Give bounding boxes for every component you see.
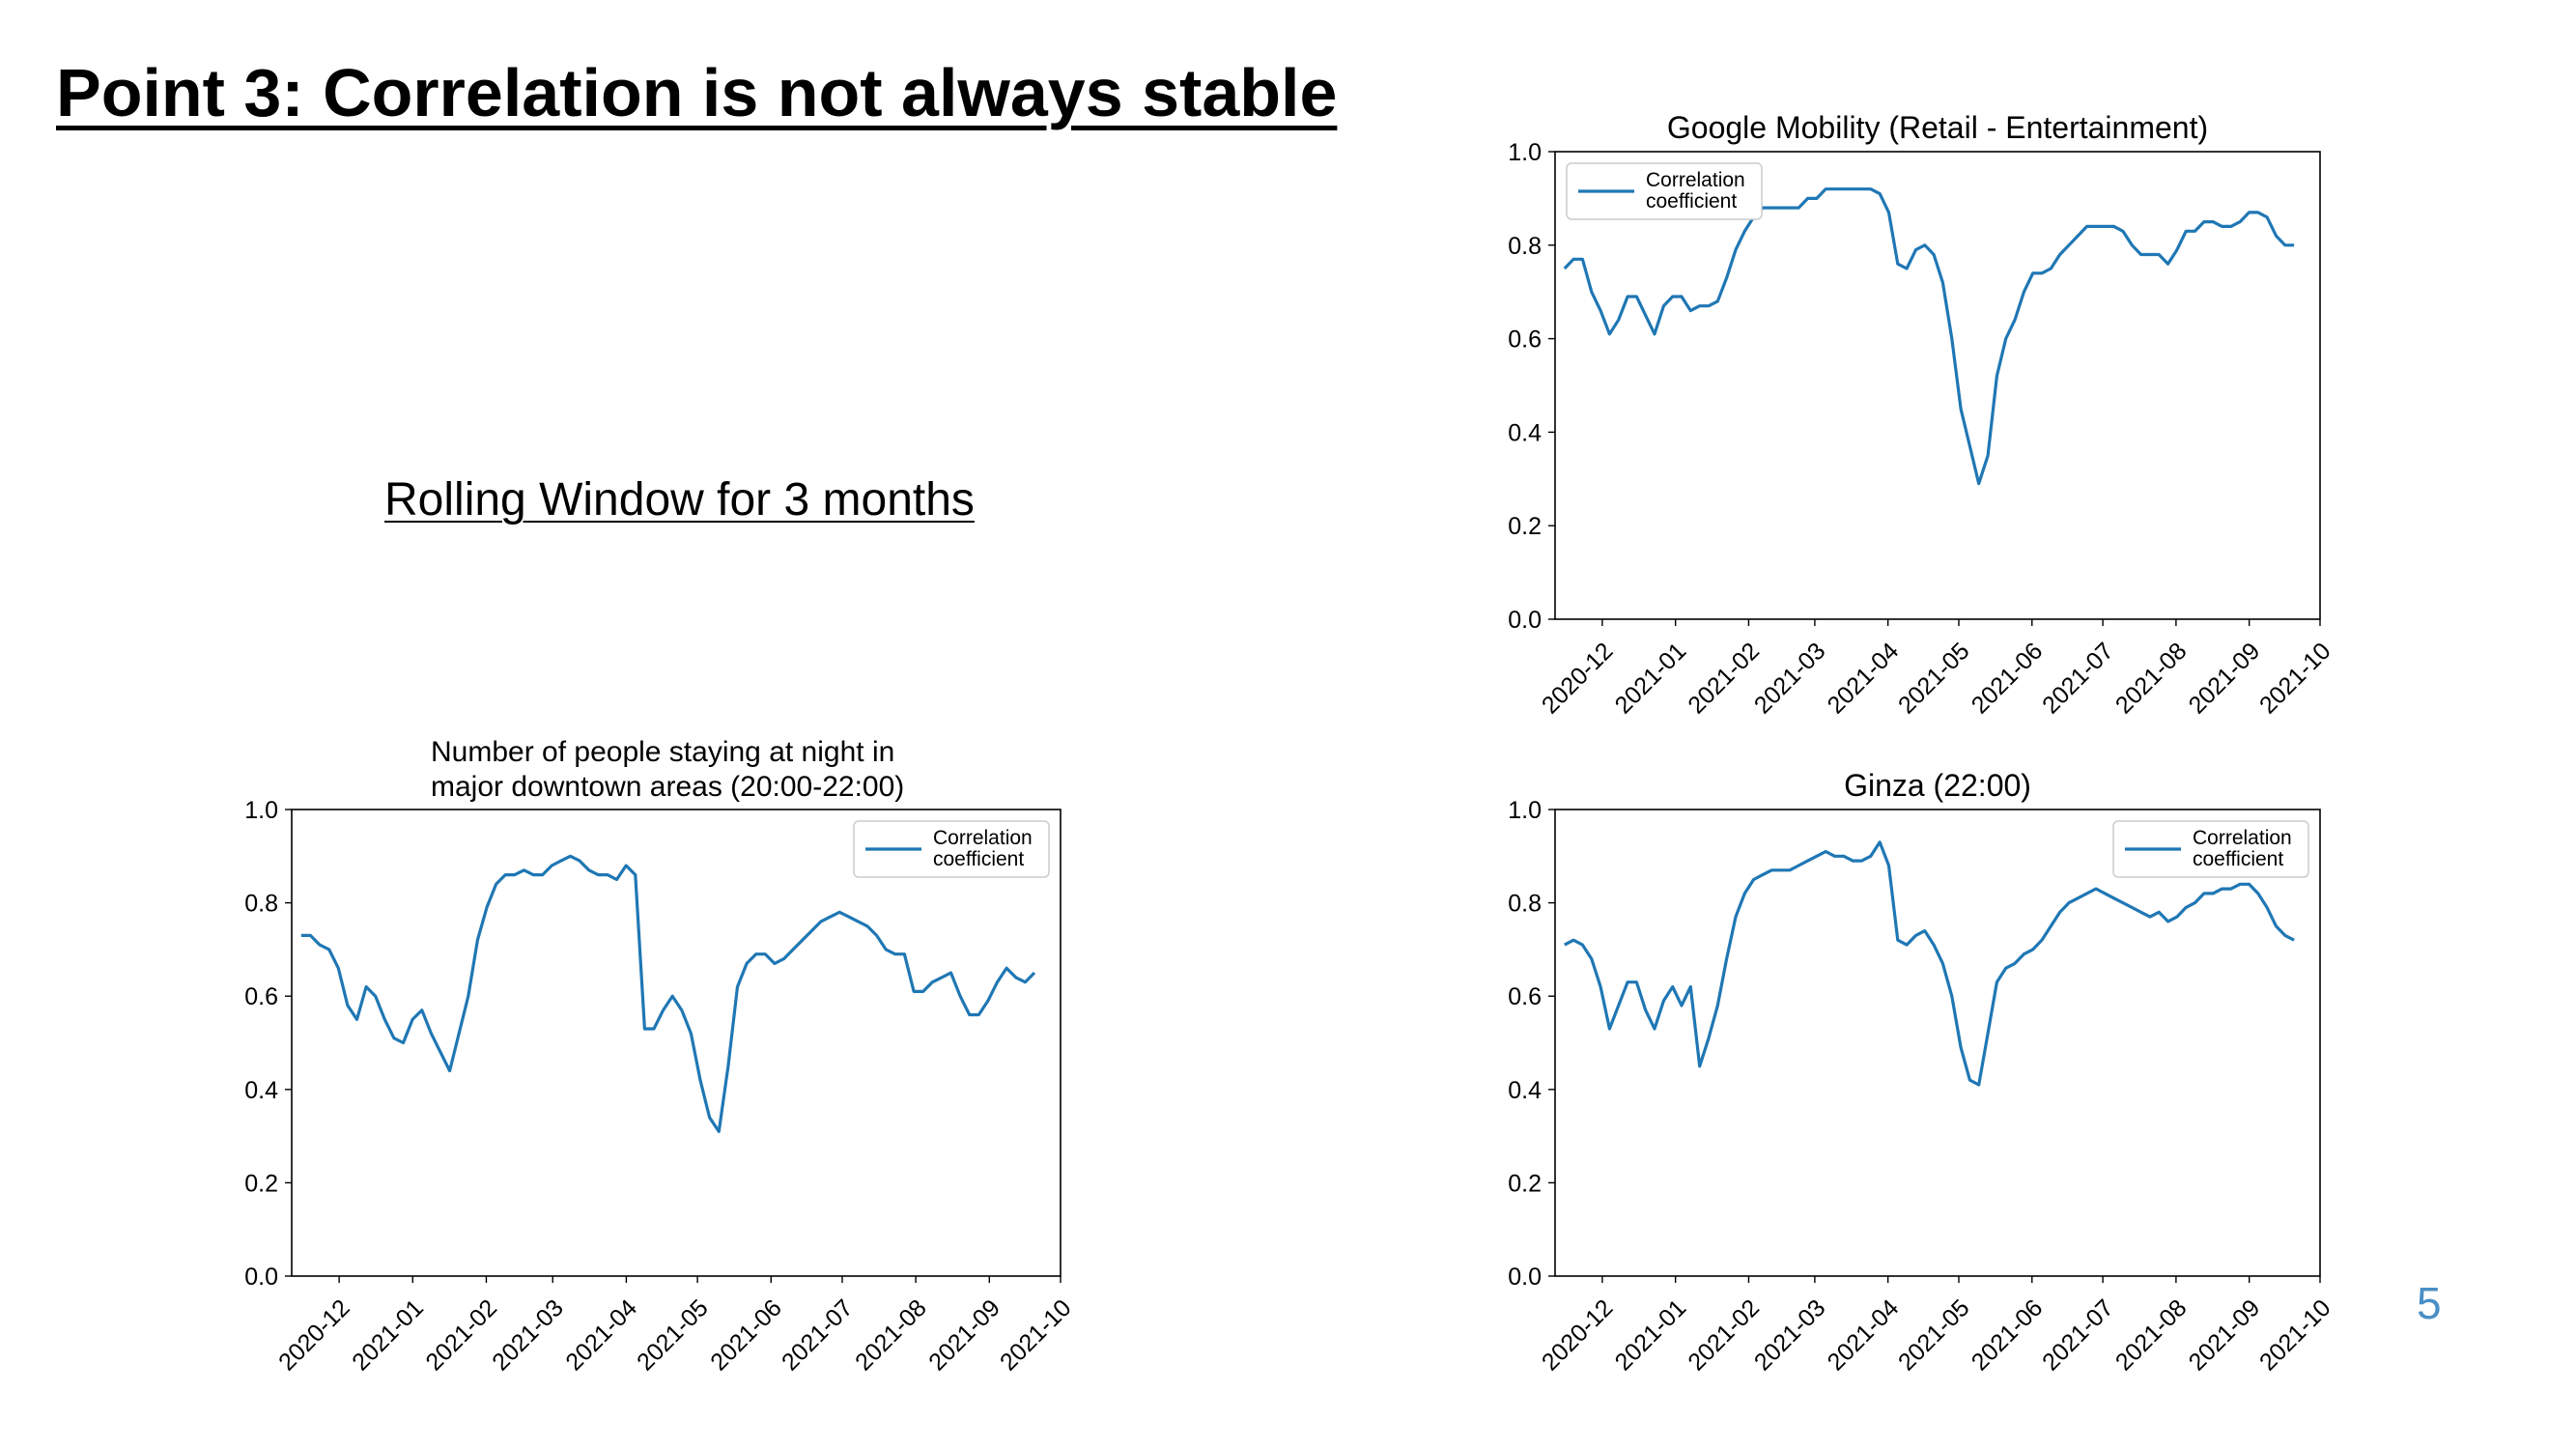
y-tick-label: 1.0 [1508,797,1542,824]
legend-label: Correlation [1646,169,1745,191]
legend-label: coefficient [933,848,1024,870]
plot-frame [1554,809,2321,1277]
chart-title: major downtown areas (20:00-22:00) [431,771,904,803]
plot-frame [1554,151,2321,620]
correlation-line [1564,840,2295,1087]
y-tick-label: 0.0 [244,1264,278,1291]
y-tick-label: 0.6 [244,983,278,1010]
y-tick-label: 0.8 [1508,233,1542,260]
x-tick-label: 2020-12 [1537,1294,1619,1377]
x-tick-label: 2021-07 [2037,1294,2119,1377]
legend-box [1566,162,1763,220]
chart-title: Number of people staying at night in [431,736,894,768]
y-tick-label: 0.2 [1508,1170,1542,1197]
x-tick-label: 2021-09 [2184,1294,2266,1377]
y-tick-label: 0.8 [244,891,278,918]
y-tick-label: 0.0 [1508,1264,1542,1291]
x-tick-label: 2021-06 [1967,1294,2049,1377]
slide-subtitle: Rolling Window for 3 months [384,474,975,526]
y-tick-label: 0.4 [1508,1077,1542,1104]
chart-title: Google Mobility (Retail - Entertainment) [1667,110,2208,145]
plot-frame [291,809,1062,1277]
y-tick-label: 0.8 [1508,891,1542,918]
x-tick-label: 2021-05 [1893,1294,1975,1377]
legend-label: Correlation [933,827,1033,849]
y-tick-label: 1.0 [1508,139,1542,166]
x-tick-label: 2021-02 [1683,1294,1765,1377]
y-tick-label: 0.4 [1508,419,1542,446]
correlation-line [1563,187,2295,486]
legend-label: Correlation [2193,827,2292,849]
y-tick-label: 0.4 [244,1077,278,1104]
slide-title: Point 3: Correlation is not always stabl… [56,55,1338,130]
x-tick-label: 2021-04 [1823,1294,1905,1377]
x-tick-label: 2021-08 [2110,1294,2193,1377]
x-tick-label: 2021-01 [1610,1294,1692,1377]
y-tick-label: 1.0 [244,797,278,824]
legend-box [853,820,1050,878]
correlation-line [300,854,1036,1133]
y-tick-label: 0.2 [1508,513,1542,540]
legend-box [2112,820,2309,878]
legend-label: coefficient [1646,190,1737,213]
x-tick-label: 2021-03 [1749,1294,1831,1377]
page-number: 5 [2417,1278,2442,1328]
y-tick-label: 0.6 [1508,327,1542,354]
chart-title: Ginza (22:00) [1844,768,2031,803]
legend-label: coefficient [2193,848,2283,870]
y-tick-label: 0.0 [1508,607,1542,634]
y-tick-label: 0.2 [244,1170,278,1197]
x-tick-label: 2021-10 [2254,1294,2336,1377]
y-tick-label: 0.6 [1508,983,1542,1010]
